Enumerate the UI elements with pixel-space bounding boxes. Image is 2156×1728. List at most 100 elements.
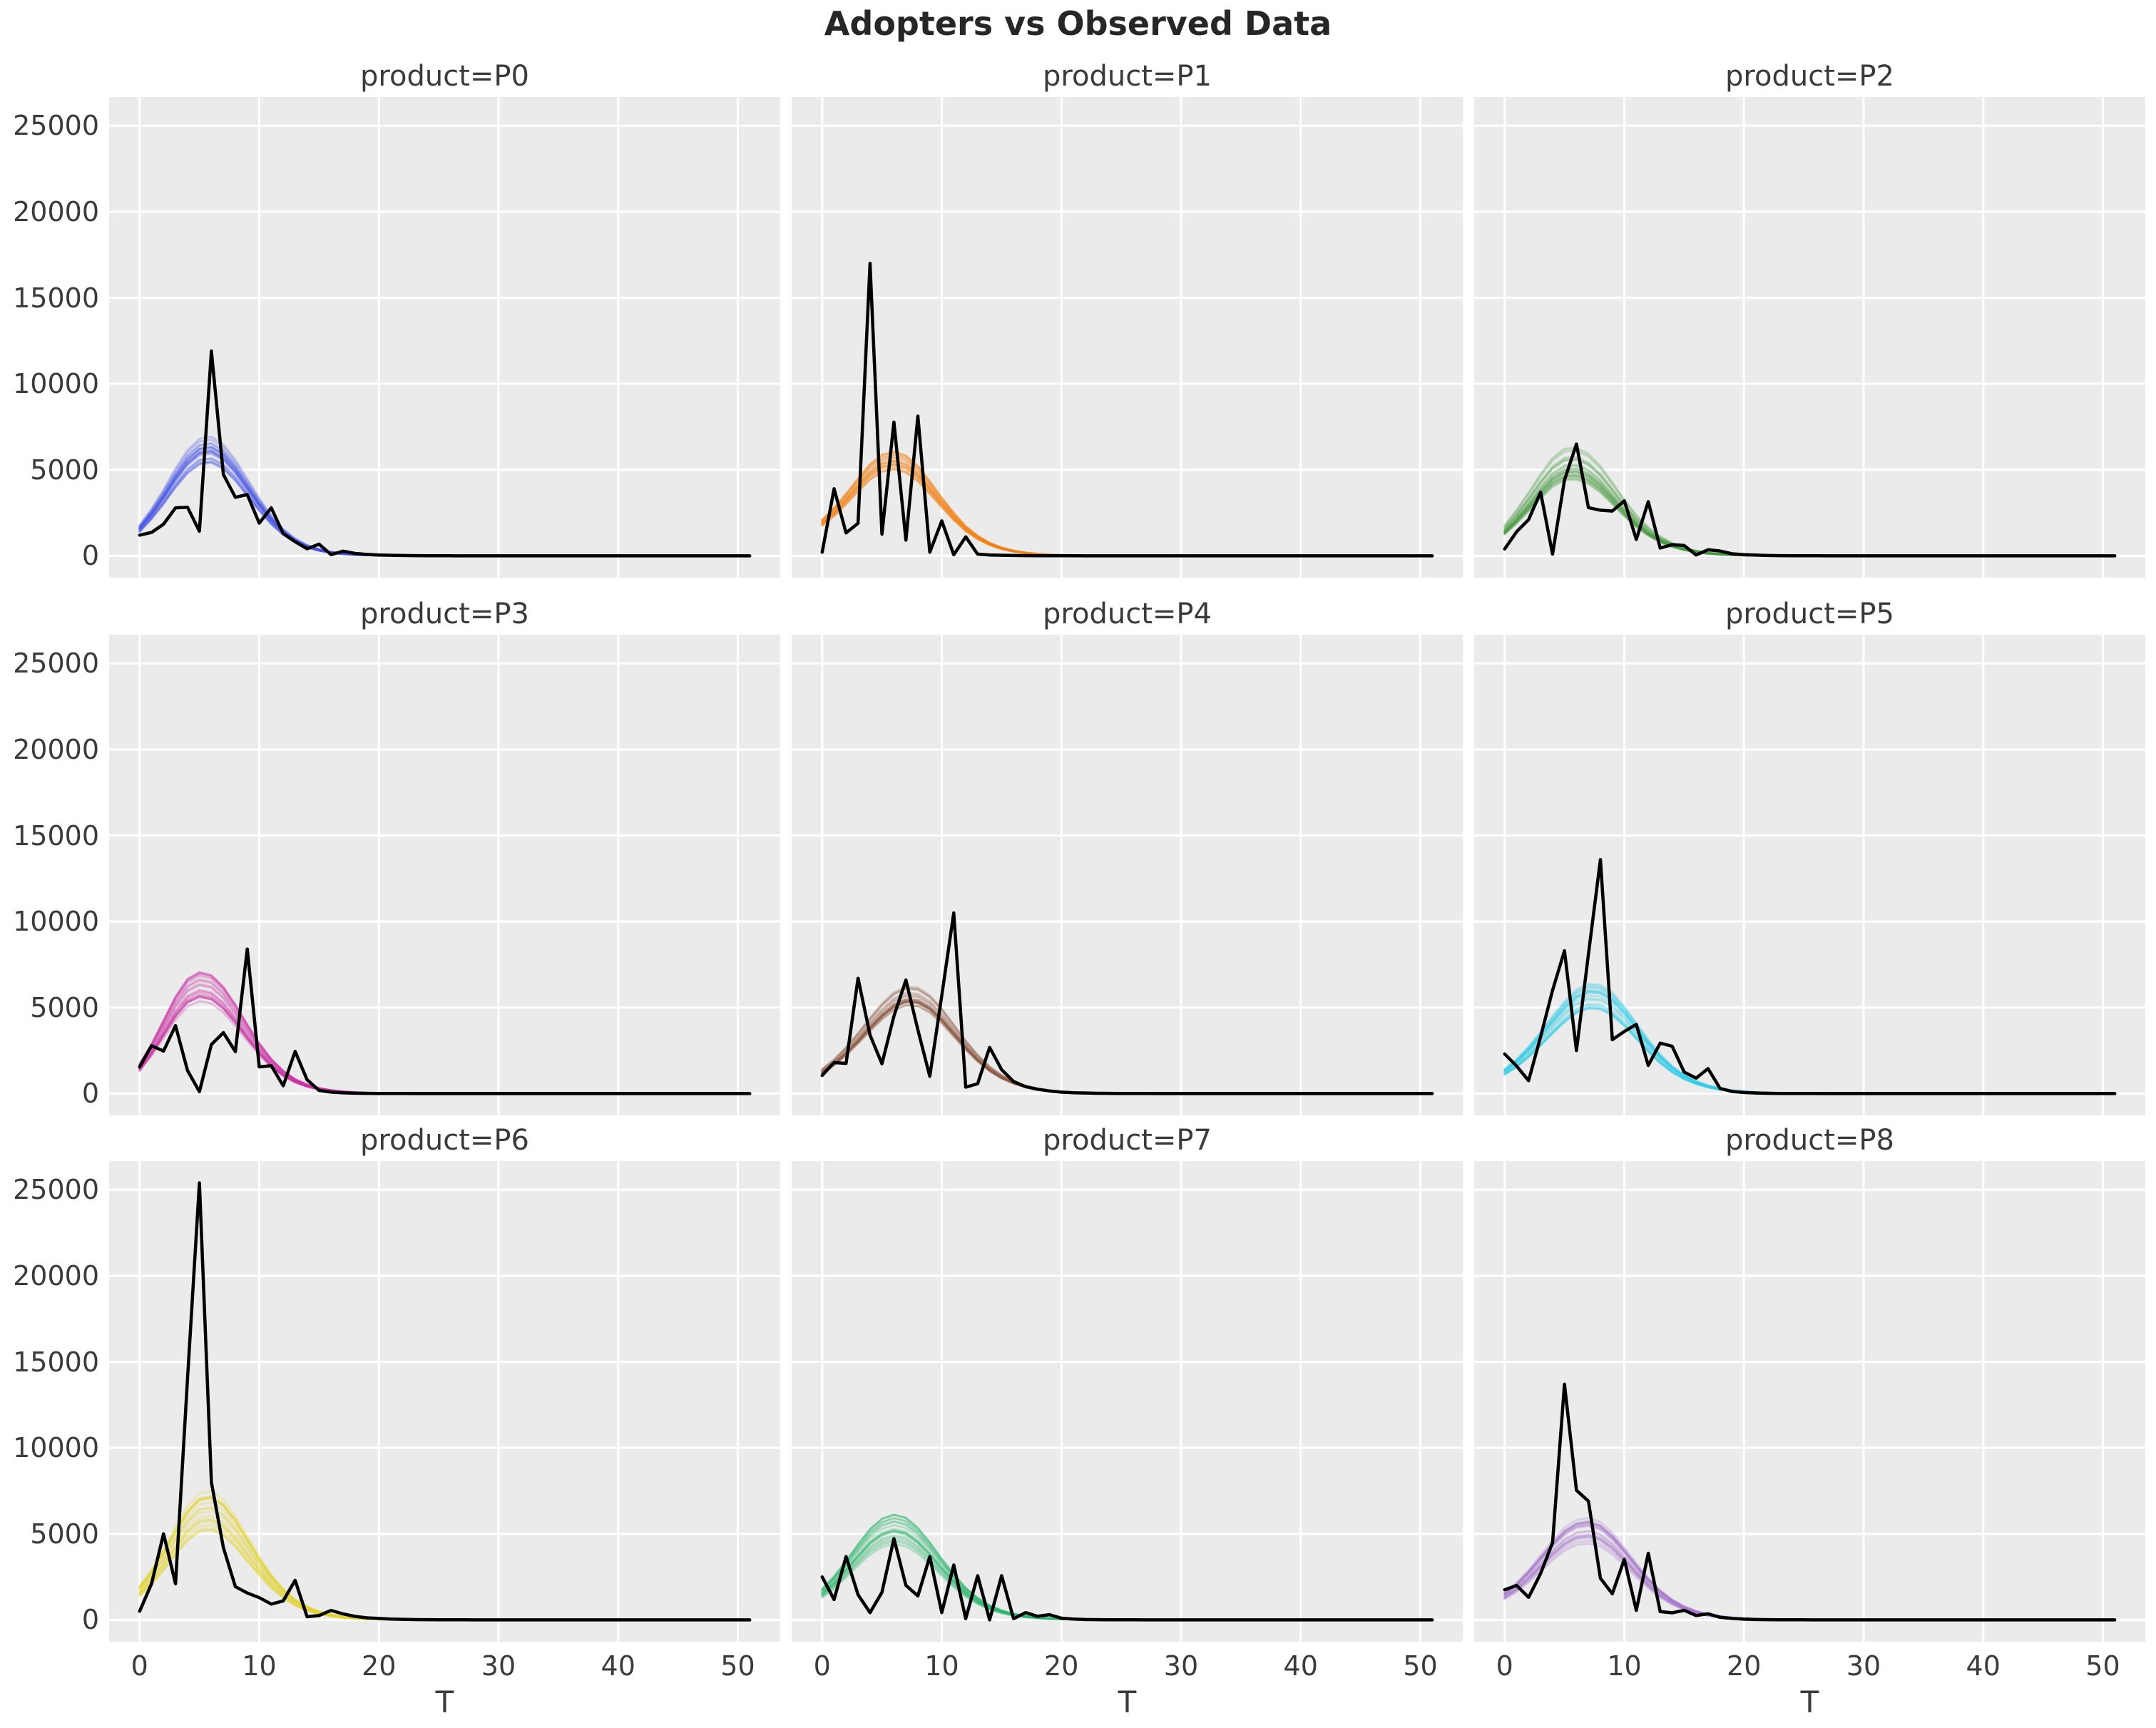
model-sample-line-P2 bbox=[1503, 449, 2116, 557]
model-sample-line-P5 bbox=[1503, 994, 2116, 1095]
facet-title-P0: product=P0 bbox=[360, 60, 529, 93]
model-sample-line-P7 bbox=[821, 1543, 1434, 1621]
model-sample-line-P5 bbox=[1503, 986, 2116, 1095]
model-sample-line-P5 bbox=[1503, 998, 2116, 1095]
y-tick-label: 15000 bbox=[13, 1346, 99, 1378]
x-tick-label: 50 bbox=[1403, 1650, 1438, 1682]
x-tick-label: 20 bbox=[1727, 1650, 1762, 1682]
x-tick-label: 30 bbox=[1163, 1650, 1199, 1682]
model-sample-line-P3 bbox=[138, 971, 751, 1095]
x-tick-label: 20 bbox=[362, 1650, 397, 1682]
x-tick-label: 0 bbox=[1496, 1650, 1513, 1682]
observed-line-P8 bbox=[1503, 1382, 2117, 1622]
panel-P3 bbox=[109, 635, 780, 1115]
model-sample-line-P6 bbox=[138, 1490, 751, 1621]
y-tick-label: 5000 bbox=[30, 991, 99, 1023]
x-tick-label: 50 bbox=[2085, 1650, 2120, 1682]
model-sample-line-P5 bbox=[1503, 1006, 2116, 1095]
model-sample-line-P1 bbox=[821, 468, 1434, 557]
model-sample-line-P0 bbox=[138, 457, 751, 557]
x-tick-label: 30 bbox=[481, 1650, 516, 1682]
model-sample-line-P6 bbox=[138, 1496, 751, 1621]
y-tick-label: 5000 bbox=[30, 454, 99, 486]
observed-line-P0 bbox=[138, 349, 752, 558]
x-tick-label: 0 bbox=[131, 1650, 148, 1682]
x-tick-label: 10 bbox=[1607, 1650, 1642, 1682]
panel-P2 bbox=[1474, 97, 2145, 578]
facet-title-P5: product=P5 bbox=[1725, 598, 1894, 630]
observed-line-P7 bbox=[820, 1537, 1434, 1622]
x-axis-title: T bbox=[1118, 1684, 1137, 1719]
model-sample-line-P6 bbox=[138, 1501, 751, 1621]
panel-P4 bbox=[792, 635, 1463, 1115]
y-tick-label: 20000 bbox=[13, 1259, 99, 1292]
y-tick-label: 25000 bbox=[13, 110, 99, 142]
y-tick-label: 15000 bbox=[13, 819, 99, 852]
model-sample-line-P0 bbox=[138, 446, 751, 557]
x-tick-label: 50 bbox=[720, 1650, 755, 1682]
observed-line-P6 bbox=[138, 1181, 752, 1622]
model-sample-line-P6 bbox=[138, 1506, 751, 1621]
plot-area-P1 bbox=[792, 97, 1463, 578]
y-tick-label: 20000 bbox=[13, 733, 99, 765]
model-sample-line-P4 bbox=[821, 987, 1434, 1095]
plot-area-P6 bbox=[109, 1161, 780, 1642]
facet-title-P2: product=P2 bbox=[1725, 60, 1894, 93]
y-tick-label: 10000 bbox=[13, 906, 99, 938]
panel-P6 bbox=[109, 1161, 780, 1642]
model-sample-line-P6 bbox=[138, 1510, 751, 1621]
x-tick-label: 10 bbox=[242, 1650, 277, 1682]
model-sample-line-P5 bbox=[1503, 1007, 2116, 1095]
model-sample-line-P5 bbox=[1503, 1007, 2116, 1095]
facet-title-P6: product=P6 bbox=[360, 1124, 529, 1157]
facet-title-P1: product=P1 bbox=[1043, 60, 1212, 93]
y-tick-label: 0 bbox=[81, 540, 99, 572]
y-tick-label: 0 bbox=[81, 1604, 99, 1636]
panel-P0 bbox=[109, 97, 780, 578]
x-tick-label: 40 bbox=[601, 1650, 635, 1682]
model-sample-line-P0 bbox=[138, 461, 751, 557]
y-tick-label: 5000 bbox=[30, 1518, 99, 1550]
plot-area-P0 bbox=[109, 97, 780, 578]
x-axis-title: T bbox=[1800, 1684, 1819, 1719]
model-sample-line-P3 bbox=[138, 978, 751, 1095]
model-sample-line-P3 bbox=[138, 972, 751, 1095]
model-sample-line-P3 bbox=[138, 973, 751, 1095]
observed-line-P2 bbox=[1503, 442, 2117, 558]
model-sample-line-P0 bbox=[138, 436, 751, 557]
model-sample-line-P7 bbox=[821, 1540, 1434, 1621]
model-sample-line-P4 bbox=[821, 987, 1434, 1095]
observed-line-P4 bbox=[820, 911, 1434, 1095]
panel-P7 bbox=[792, 1161, 1463, 1642]
model-sample-line-P0 bbox=[138, 438, 751, 557]
model-sample-line-P5 bbox=[1503, 983, 2116, 1095]
y-tick-label: 25000 bbox=[13, 648, 99, 680]
model-sample-line-P1 bbox=[821, 468, 1434, 557]
model-sample-line-P3 bbox=[138, 971, 751, 1095]
model-sample-line-P7 bbox=[821, 1520, 1434, 1621]
observed-line-P5 bbox=[1503, 858, 2117, 1095]
model-sample-line-P5 bbox=[1503, 997, 2116, 1095]
model-sample-line-P2 bbox=[1503, 479, 2116, 557]
observed-line-P1 bbox=[820, 262, 1434, 558]
panel-P8 bbox=[1474, 1161, 2145, 1642]
model-sample-line-P1 bbox=[821, 467, 1434, 557]
x-tick-label: 20 bbox=[1044, 1650, 1079, 1682]
facet-title-P3: product=P3 bbox=[360, 598, 529, 630]
observed-line-P3 bbox=[138, 947, 752, 1095]
plot-area-P5 bbox=[1474, 635, 2145, 1115]
x-tick-label: 0 bbox=[813, 1650, 831, 1682]
y-tick-label: 10000 bbox=[13, 368, 99, 400]
plot-area-P8 bbox=[1474, 1161, 2145, 1642]
model-sample-line-P1 bbox=[821, 465, 1434, 557]
model-sample-line-P0 bbox=[138, 443, 751, 557]
x-tick-label: 40 bbox=[1283, 1650, 1318, 1682]
plot-area-P7 bbox=[792, 1161, 1463, 1642]
model-sample-line-P5 bbox=[1503, 1004, 2116, 1095]
x-tick-label: 30 bbox=[1846, 1650, 1881, 1682]
model-sample-line-P5 bbox=[1503, 1006, 2116, 1095]
y-tick-label: 20000 bbox=[13, 195, 99, 227]
panel-P1 bbox=[792, 97, 1463, 578]
x-tick-label: 10 bbox=[924, 1650, 959, 1682]
